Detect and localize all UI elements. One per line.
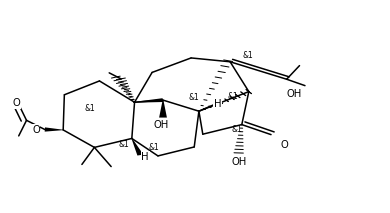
Text: OH: OH bbox=[287, 89, 302, 99]
Polygon shape bbox=[159, 100, 167, 118]
Text: &1: &1 bbox=[228, 92, 239, 101]
Text: &1: &1 bbox=[242, 51, 253, 60]
Text: &1: &1 bbox=[232, 125, 243, 134]
Text: H: H bbox=[141, 152, 149, 162]
Text: &1: &1 bbox=[84, 104, 95, 113]
Polygon shape bbox=[135, 98, 163, 103]
Text: O: O bbox=[280, 140, 288, 150]
Polygon shape bbox=[45, 127, 63, 132]
Text: O: O bbox=[32, 125, 40, 134]
Text: &1: &1 bbox=[119, 140, 129, 149]
Text: H: H bbox=[214, 99, 222, 109]
Text: &1: &1 bbox=[189, 94, 200, 102]
Text: O: O bbox=[12, 98, 20, 108]
Text: OH: OH bbox=[232, 157, 247, 167]
Text: &1: &1 bbox=[149, 143, 160, 152]
Polygon shape bbox=[131, 138, 144, 155]
Text: OH: OH bbox=[153, 120, 168, 130]
